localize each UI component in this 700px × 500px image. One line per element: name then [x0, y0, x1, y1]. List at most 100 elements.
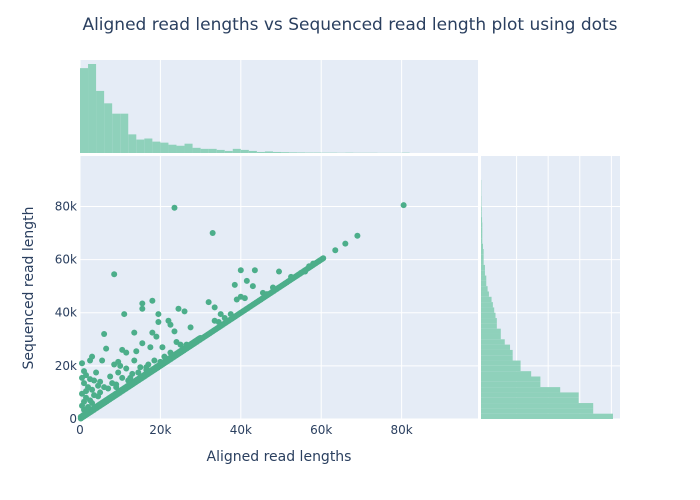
right-marginal-bar	[481, 371, 532, 377]
scatter-point	[171, 328, 178, 335]
scatter-point	[237, 267, 244, 274]
scatter-point	[171, 204, 178, 211]
right-marginal-bar	[481, 413, 613, 419]
right-marginal-bar	[481, 302, 493, 308]
scatter-point	[221, 315, 228, 322]
top-marginal-bar	[272, 151, 282, 153]
top-marginal-bar	[232, 148, 241, 153]
scatter-point	[137, 364, 144, 371]
scatter-point	[159, 344, 166, 351]
scatter-point	[133, 348, 140, 355]
top-marginal-bar	[152, 141, 161, 153]
right-marginal-bar	[481, 408, 594, 414]
right-marginal-bar	[481, 387, 561, 393]
scatter-point	[227, 311, 234, 318]
top-marginal-bar	[96, 90, 105, 153]
scatter-point	[276, 268, 282, 275]
scatter-point	[93, 369, 100, 376]
x-tick-label: 80k	[391, 423, 413, 437]
top-marginal-bar	[144, 138, 153, 153]
scatter-point	[217, 311, 224, 318]
scatter-point	[211, 304, 218, 311]
top-marginal-bar	[104, 103, 113, 153]
right-marginal-bar	[481, 323, 497, 329]
scatter-point	[123, 349, 130, 356]
scatter-point	[139, 305, 146, 312]
right-marginal-bar	[481, 291, 489, 297]
scatter-point	[123, 365, 130, 372]
right-marginal-bar	[481, 222, 483, 228]
scatter-point	[95, 382, 102, 389]
right-marginal-bar	[481, 365, 521, 372]
scatter-point	[89, 386, 96, 393]
right-marginal-bar	[481, 243, 483, 249]
x-tick-label: 40k	[230, 423, 252, 437]
scatter-point	[147, 344, 154, 351]
y-tick-label: 60k	[55, 253, 77, 267]
scatter-point	[175, 305, 182, 312]
scatter-point	[197, 334, 204, 341]
scatter-point	[342, 240, 349, 247]
scatter-point	[354, 232, 361, 239]
y-axis-title: Sequenced read length	[21, 207, 37, 370]
scatter-point	[121, 311, 128, 318]
scatter-point	[209, 230, 216, 237]
right-marginal-bar	[481, 312, 496, 319]
scatter-point	[127, 374, 134, 381]
right-marginal-bar	[481, 392, 579, 398]
top-marginal-bar	[176, 145, 185, 153]
scatter-point	[107, 373, 114, 380]
scatter-point	[298, 269, 305, 276]
top-marginal-bar	[224, 150, 233, 153]
scatter-point	[139, 300, 146, 307]
scatter-point	[105, 385, 112, 392]
scatter-point	[400, 202, 407, 209]
scatter-point	[263, 291, 270, 298]
top-marginal-bar	[264, 151, 273, 153]
right-marginal-bar	[481, 264, 485, 271]
right-marginal-bar	[481, 233, 483, 239]
scatter-point	[177, 341, 184, 348]
scatter-point	[151, 357, 158, 364]
scatter-point	[157, 358, 164, 365]
top-marginal-bar	[216, 149, 225, 153]
scatter-point	[233, 296, 240, 303]
top-marginal-histogram	[80, 64, 410, 153]
y-tick-label: 80k	[55, 199, 77, 213]
scatter-point	[103, 345, 110, 352]
right-marginal-bar	[481, 376, 541, 382]
right-marginal-bar	[481, 280, 487, 287]
right-marginal-bar	[481, 296, 492, 303]
top-marginal-bar	[112, 113, 121, 153]
scatter-point	[89, 400, 96, 407]
scatter-point	[131, 357, 138, 364]
top-marginal-bar	[289, 152, 298, 153]
right-marginal-bar	[481, 211, 482, 218]
right-marginal-bar	[481, 318, 497, 324]
scatter-point	[79, 374, 86, 381]
y-axis-ticks: 0 20k 40k 60k 80k	[55, 199, 77, 426]
right-marginal-bar	[481, 333, 501, 340]
scatter-points	[79, 202, 407, 416]
right-marginal-bar	[481, 381, 541, 388]
scatter-point	[135, 369, 142, 376]
scatter-point	[145, 361, 152, 368]
right-marginal-bar	[481, 248, 484, 255]
scatter-point	[95, 393, 102, 400]
scatter-point	[79, 390, 86, 397]
scatter-point	[167, 321, 174, 328]
right-marginal-bar	[481, 238, 483, 244]
y-tick-label: 0	[69, 412, 77, 426]
scatter-point	[91, 377, 98, 384]
right-marginal-bar	[481, 349, 513, 356]
scatter-point	[187, 324, 194, 331]
scatter-point	[149, 329, 156, 336]
scatter-point	[241, 295, 248, 302]
right-marginal-histogram	[481, 179, 613, 419]
top-marginal-bar	[80, 68, 89, 153]
scatter-point	[251, 267, 258, 274]
scatter-point	[115, 369, 122, 376]
right-marginal-bar	[481, 403, 594, 409]
scatter-point	[320, 255, 327, 262]
